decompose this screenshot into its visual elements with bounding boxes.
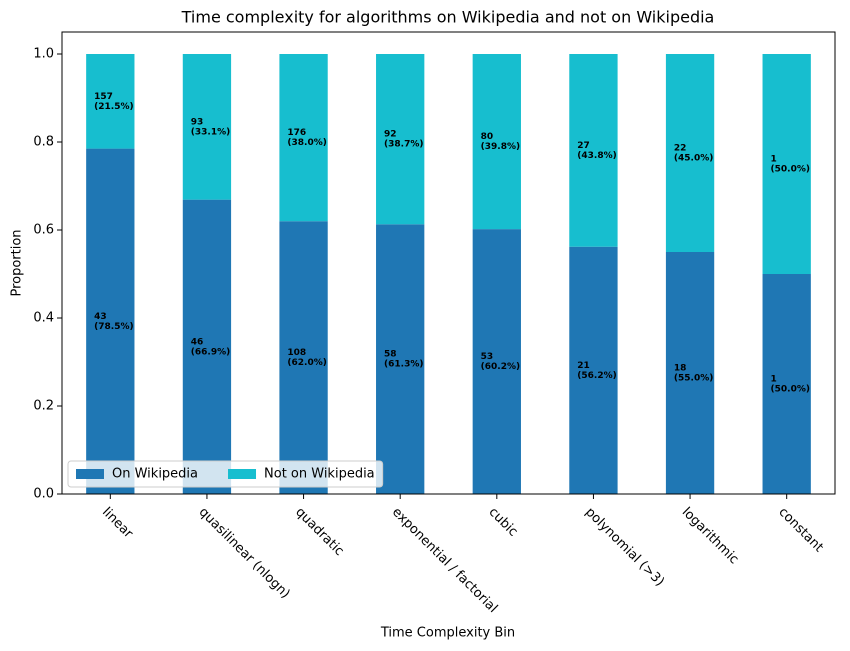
value-label: (66.9%) [191,347,230,357]
value-label: (62.0%) [287,358,326,368]
value-label-count: 1 [771,155,777,165]
x-tick-label: exponential / factorial [389,505,500,616]
bar-segment [569,54,618,247]
value-label-count: 92 [384,130,397,140]
bar-segment [665,54,715,252]
y-tick-label: 0.4 [33,311,54,326]
x-axis-label: Time Complexity Bin [380,626,515,641]
value-label: (21.5%) [94,102,133,112]
y-axis-label: Proportion [10,229,25,296]
y-tick-label: 1.0 [33,47,54,62]
bar-segment [376,224,425,494]
value-label: (61.3%) [384,360,423,370]
legend-label: Not on Wikipedia [264,467,375,482]
legend-swatch [228,469,257,479]
value-label-count: 46 [191,337,204,347]
value-label: (50.0%) [771,165,810,175]
value-label-count: 53 [481,352,494,362]
value-label-count: 1 [771,375,777,385]
value-label: (38.7%) [384,140,423,150]
value-label-count: 58 [384,350,397,360]
bar-segment [762,54,811,274]
value-label-count: 108 [287,348,306,358]
bar-segment [376,54,425,225]
bar-segment [86,54,135,149]
value-label-count: 18 [674,364,687,374]
x-tick-label: cubic [486,505,521,540]
chart-title: Time complexity for algorithms on Wikipe… [181,8,715,27]
y-tick-label: 0.8 [33,135,54,150]
value-label-count: 93 [191,117,204,127]
legend-box [67,460,384,488]
value-label: (39.8%) [481,142,520,152]
value-label-count: 22 [674,144,687,154]
value-label-count: 176 [287,128,306,138]
value-label: (45.0%) [674,154,713,164]
value-label-count: 157 [94,92,113,102]
bar-segment [182,54,232,200]
y-tick-label: 0.0 [33,487,54,502]
value-label-count: 21 [577,361,590,371]
value-label: (60.2%) [481,362,520,372]
value-label-count: 43 [94,312,107,322]
y-tick-label: 0.2 [33,399,54,414]
bar-segment [472,54,521,230]
x-tick-label: polynomial (>3) [582,505,667,590]
x-tick-label: linear [99,505,136,542]
bar-segment [569,246,618,494]
value-label: (50.0%) [771,385,810,395]
legend-swatch [76,469,104,479]
legend: On Wikipedia Not on Wikipedia [67,460,384,488]
y-tick-label: 0.6 [33,223,54,238]
value-label: (78.5%) [94,322,133,332]
bar-segment [86,148,135,494]
value-label-count: 80 [481,132,494,142]
x-tick-label: constant [775,505,826,556]
value-label: (38.0%) [287,138,326,148]
x-tick-label: quasilinear (nlogn) [196,505,293,602]
bar-segment [279,221,328,494]
value-label: (33.1%) [191,127,230,137]
value-label: (56.2%) [577,371,616,381]
value-label: (43.8%) [577,151,616,161]
plot-frame [61,31,836,495]
value-label-count: 27 [577,141,590,151]
bar-segment [472,229,521,494]
legend-label: On Wikipedia [112,467,198,482]
bar-segment [182,199,232,494]
value-label: (55.0%) [674,374,713,384]
x-tick-label: logarithmic [679,505,742,568]
bar-segment [762,274,811,494]
bar-segment [279,54,328,222]
bar-segment [665,252,715,494]
x-tick-label: quadratic [292,505,346,559]
